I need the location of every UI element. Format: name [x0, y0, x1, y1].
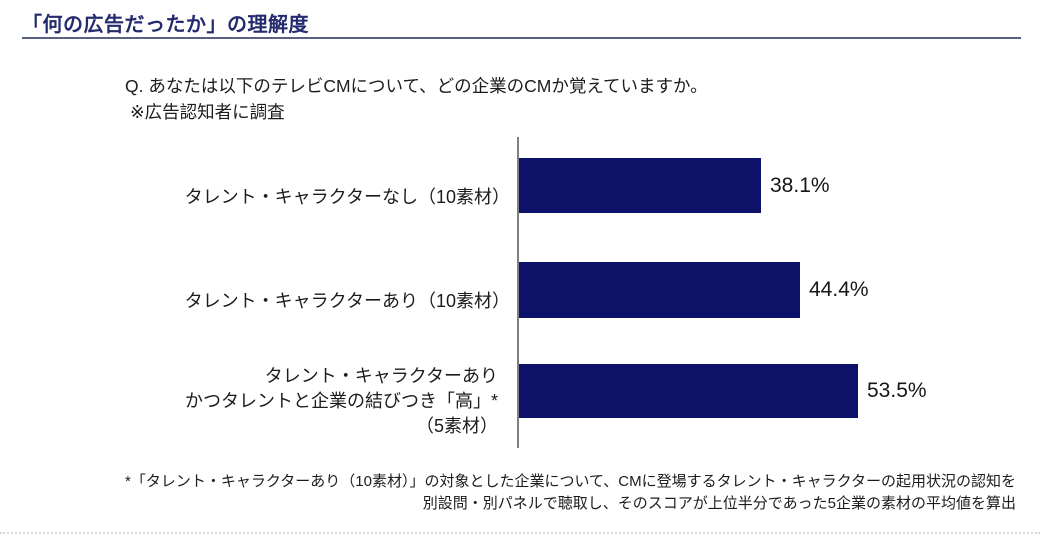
category-label: タレント・キャラクターあり（10素材） [0, 290, 510, 312]
survey-question: Q. あなたは以下のテレビCMについて、どの企業のCMか覚えていますか。 ※広告… [125, 73, 708, 125]
category-label: タレント・キャラクターなし（10素材） [0, 186, 510, 208]
category-label-text: タレント・キャラクターなし（10素材） [184, 187, 510, 207]
category-label: タレント・キャラクターあり かつタレントと企業の結びつき「高」* （5素材） [0, 364, 498, 439]
value-label: 38.1% [770, 173, 830, 197]
bar [519, 364, 858, 418]
value-label: 44.4% [809, 278, 869, 301]
value-label: 53.5% [867, 379, 927, 402]
category-label-text: タレント・キャラクターあり [264, 366, 498, 386]
bar-row: 44.4% [519, 262, 869, 318]
footnote-line: 別設問・別パネルで聴取し、そのスコアが上位半分であった5企業の素材の平均値を算出 [422, 495, 1016, 512]
bar-row: 53.5% [519, 364, 927, 418]
bar [519, 262, 800, 318]
question-text: Q. あなたは以下のテレビCMについて、どの企業のCMか覚えていますか。 [125, 76, 708, 96]
page-title: 「何の広告だったか」の理解度 [22, 14, 309, 36]
title-underline [22, 37, 1021, 39]
category-label-text: かつタレントと企業の結びつき「高」* [184, 391, 498, 411]
category-label-text: （5素材） [415, 416, 498, 436]
y-axis-line [517, 137, 519, 448]
bar-row: 38.1% [519, 158, 830, 213]
bottom-crop-dotted-line [0, 532, 1040, 534]
bar [519, 158, 761, 213]
footnote-line: *「タレント・キャラクターあり（10素材）」の対象とした企業について、CMに登場… [125, 473, 1016, 490]
category-label-text: タレント・キャラクターあり（10素材） [184, 291, 510, 311]
footnote: *「タレント・キャラクターあり（10素材）」の対象とした企業について、CMに登場… [26, 471, 1016, 515]
question-note: ※広告認知者に調査 [130, 102, 285, 122]
